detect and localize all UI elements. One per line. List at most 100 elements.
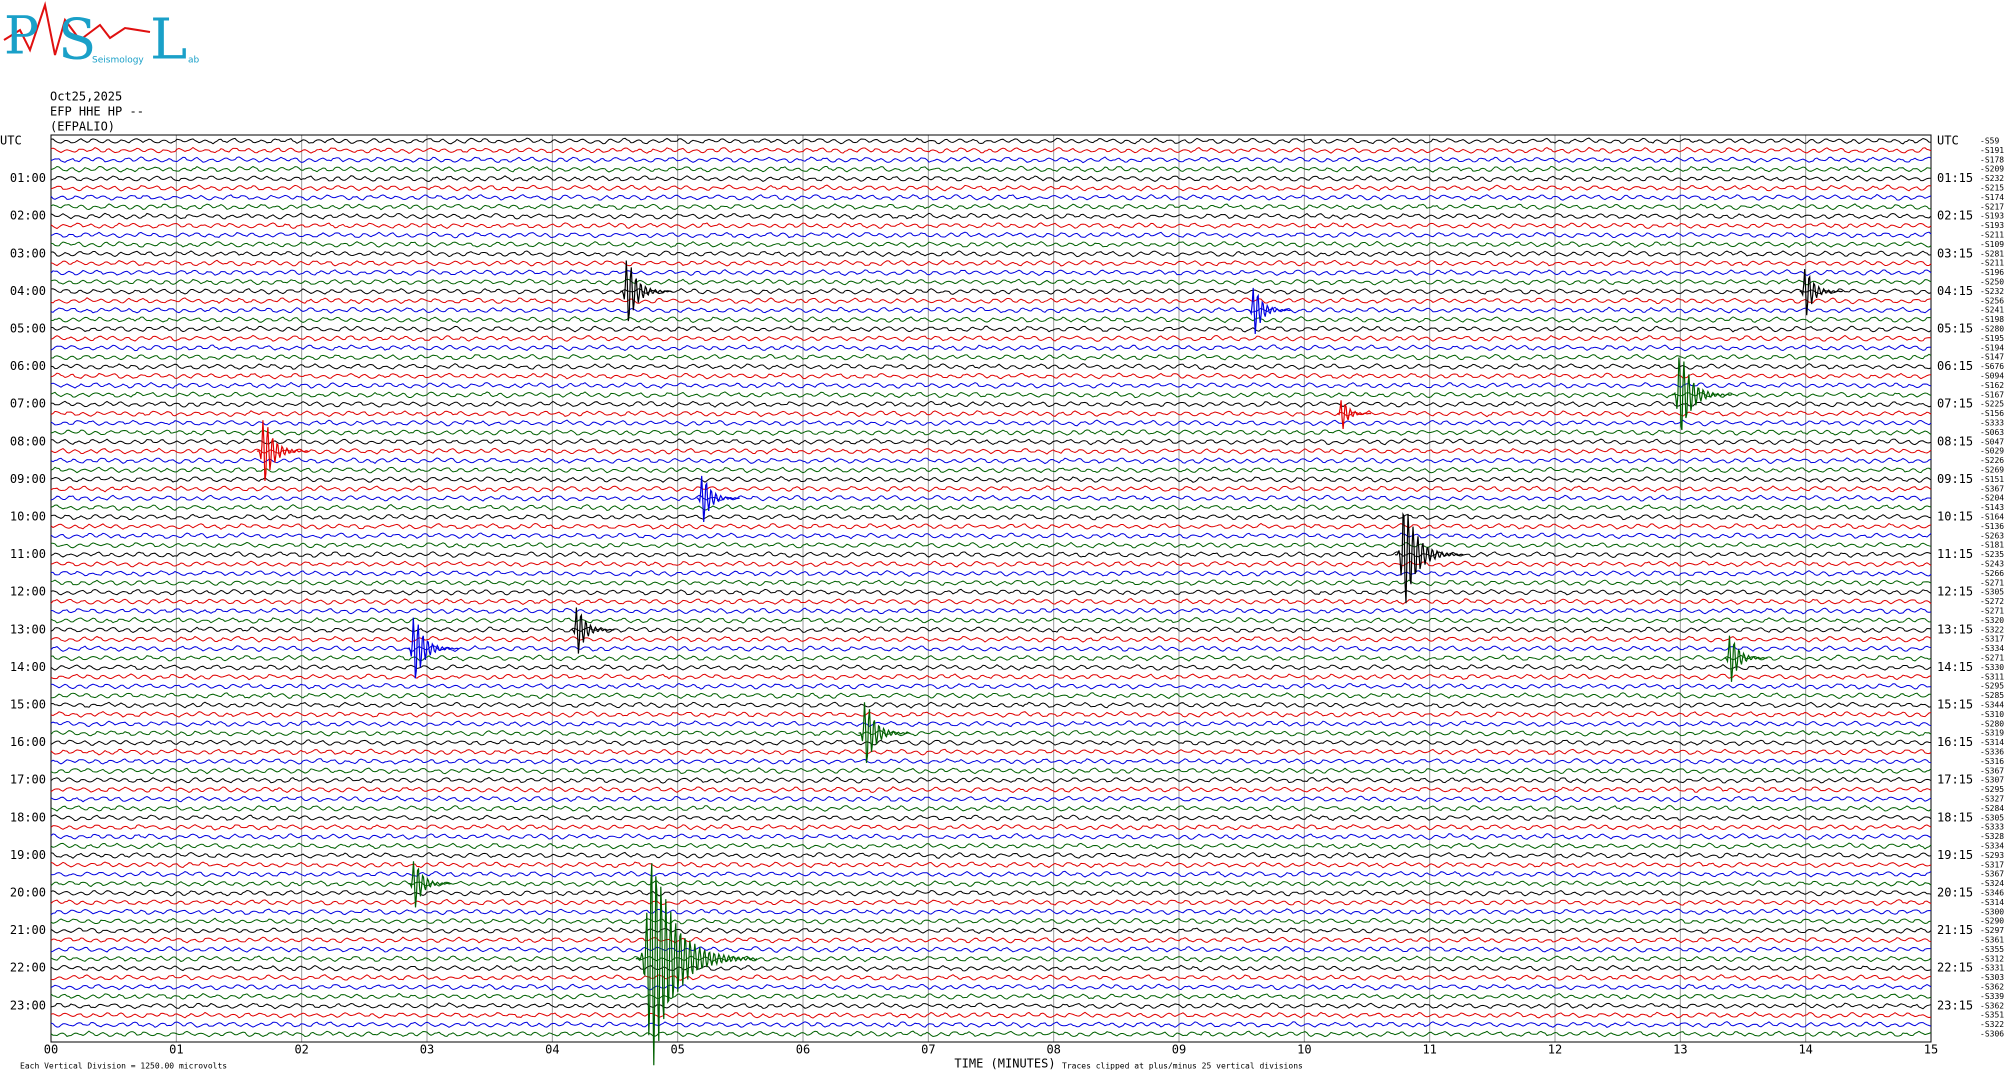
- trace: [50, 992, 1932, 1000]
- left-time-label: 12:00: [10, 585, 46, 599]
- trace-label: -S029: [1980, 447, 2004, 456]
- trace: [50, 1021, 1932, 1028]
- left-time-label: 02:00: [10, 209, 46, 223]
- trace-label: -S317: [1980, 635, 2004, 644]
- trace: [50, 974, 1932, 982]
- trace-label: -S164: [1980, 513, 2004, 522]
- right-time-label: 04:15: [1937, 284, 1973, 298]
- trace: [50, 475, 1932, 483]
- x-tick-label: 14: [1798, 1043, 1812, 1057]
- x-tick-label: 11: [1422, 1043, 1436, 1057]
- trace: [50, 607, 1932, 615]
- left-time-label: 08:00: [10, 434, 46, 448]
- trace-label: -S314: [1980, 898, 2004, 907]
- trace: [50, 955, 1932, 963]
- right-time-label: 15:15: [1937, 698, 1973, 712]
- trace: [50, 908, 1932, 916]
- trace: [50, 334, 1932, 342]
- event: [635, 863, 758, 1066]
- trace: [50, 946, 1931, 953]
- trace-label: -S346: [1980, 889, 2004, 898]
- trace: [50, 936, 1932, 944]
- trace-label: -S047: [1980, 437, 2004, 446]
- scale-note: Each Vertical Division = 1250.00 microvo…: [20, 1062, 227, 1071]
- trace: [50, 363, 1932, 371]
- trace: [51, 541, 1932, 549]
- trace: [50, 560, 1932, 568]
- trace-label: -S297: [1980, 926, 2004, 935]
- left-time-label: 04:00: [10, 284, 46, 298]
- clip-note: Traces clipped at plus/minus 25 vertical…: [1062, 1062, 1303, 1071]
- trace: [50, 833, 1932, 841]
- right-time-label: 06:15: [1937, 359, 1973, 373]
- trace: [50, 654, 1932, 662]
- right-time-label: 07:15: [1937, 397, 1973, 411]
- date: Oct25,2025: [50, 90, 122, 104]
- logo-squiggle: [3, 1, 151, 56]
- trace: [50, 616, 1932, 624]
- trace-label: -S317: [1980, 860, 2004, 869]
- trace-label: -S339: [1980, 992, 2004, 1001]
- trace: [50, 786, 1932, 794]
- trace-label: -S156: [1980, 409, 2004, 418]
- trace: [50, 598, 1932, 606]
- right-time-label: 05:15: [1937, 322, 1973, 336]
- trace-label: -S232: [1980, 174, 2004, 183]
- trace: [50, 663, 1932, 671]
- trace: [50, 231, 1932, 239]
- trace-label: -S280: [1980, 719, 2004, 728]
- trace-label: -S355: [1980, 945, 2004, 954]
- trace-label: -S235: [1980, 550, 2004, 559]
- trace: [50, 513, 1932, 521]
- trace: [50, 1011, 1932, 1019]
- trace-label: -S178: [1980, 155, 2004, 164]
- left-time-label: 17:00: [10, 773, 46, 787]
- trace: [50, 739, 1932, 747]
- trace: [50, 861, 1932, 869]
- trace: [50, 438, 1932, 446]
- event: [408, 861, 452, 908]
- trace: [50, 466, 1932, 474]
- right-time-label: 20:15: [1937, 886, 1973, 900]
- trace: [50, 710, 1932, 718]
- trace: [50, 889, 1932, 897]
- trace-label: -S305: [1980, 813, 2004, 822]
- trace-label: -S195: [1980, 334, 2004, 343]
- trace: [50, 701, 1932, 709]
- trace-label: -S295: [1980, 682, 2004, 691]
- trace: [50, 381, 1932, 389]
- trace: [50, 673, 1932, 681]
- trace-label: -S196: [1980, 268, 2004, 277]
- logo-word: ab: [188, 56, 200, 66]
- trace: [50, 898, 1932, 906]
- trace-label: -S334: [1980, 842, 2004, 851]
- right-time-label: 17:15: [1937, 773, 1973, 787]
- event: [1336, 400, 1372, 430]
- channel: EFP HHE HP --: [50, 105, 144, 119]
- left-time-label: UTC: [0, 134, 22, 148]
- trace: [50, 870, 1932, 878]
- x-tick-label: 15: [1924, 1043, 1938, 1057]
- trace: [50, 457, 1932, 465]
- right-time-label: 16:15: [1937, 735, 1973, 749]
- trace: [50, 532, 1932, 540]
- trace: [50, 137, 1932, 145]
- trace: [50, 419, 1932, 427]
- event: [620, 260, 673, 322]
- trace: [50, 720, 1932, 728]
- event: [1248, 287, 1292, 335]
- trace-label: -S305: [1980, 588, 2004, 597]
- trace-label: -S266: [1980, 569, 2004, 578]
- right-time-label: 22:15: [1937, 961, 1973, 975]
- x-tick-label: 01: [169, 1043, 183, 1057]
- trace: [50, 579, 1932, 587]
- logo: P S L Seismology ab: [3, 1, 200, 73]
- trace-label: -S324: [1980, 879, 2004, 888]
- x-tick-label: 09: [1172, 1043, 1186, 1057]
- trace-label: -S362: [1980, 1001, 2004, 1010]
- trace-label: -S256: [1980, 296, 2004, 305]
- trace-label: -S303: [1980, 973, 2004, 982]
- trace-label: -S290: [1980, 917, 2004, 926]
- right-time-label: 13:15: [1937, 622, 1973, 636]
